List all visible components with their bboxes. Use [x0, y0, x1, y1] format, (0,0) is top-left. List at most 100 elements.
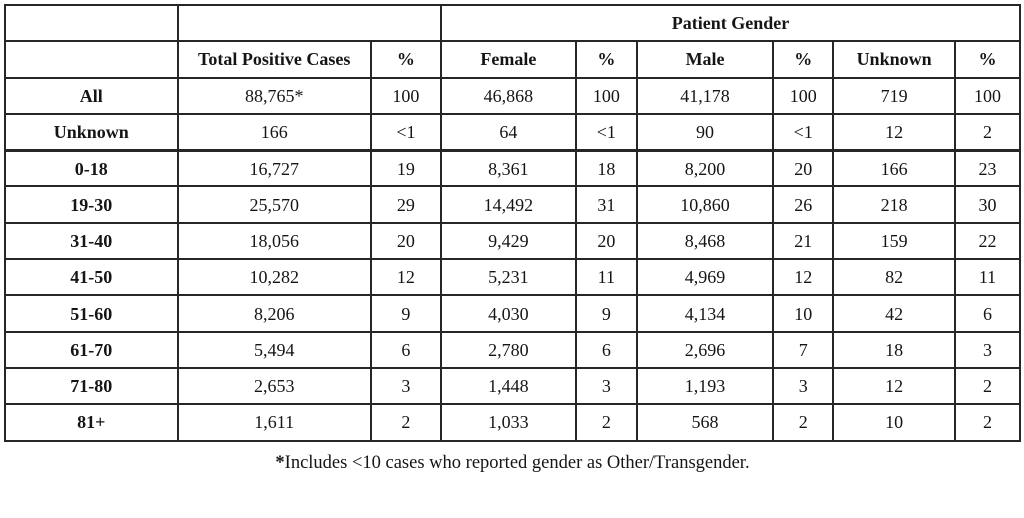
data-cell: 11	[953, 258, 1022, 297]
data-cell: 2	[953, 112, 1022, 152]
data-cell: 25,570	[176, 185, 372, 224]
data-cell: 12	[772, 258, 835, 297]
data-cell: 3	[772, 366, 835, 406]
corner-cell	[4, 3, 179, 43]
data-cell: 10,860	[635, 185, 775, 224]
group-header-row: Patient Gender	[4, 3, 1022, 43]
data-cell: 18,056	[176, 221, 372, 261]
data-cell: <1	[369, 112, 442, 152]
data-cell: 568	[635, 403, 775, 442]
empty-group-cell	[176, 3, 442, 43]
data-cell: 2,696	[635, 330, 775, 369]
column-header-male: Male	[635, 40, 775, 79]
data-cell: 100	[574, 76, 638, 115]
data-cell: 166	[832, 149, 956, 188]
data-cell: <1	[772, 112, 835, 152]
data-cell: <1	[574, 112, 638, 152]
table-row: All 88,765* 100 46,868 100 41,178 100 719 100	[4, 76, 1022, 115]
data-cell: 23	[953, 149, 1022, 188]
row-label: 31-40	[4, 221, 179, 261]
table-row: Unknown 166 <1 64 <1 90 <1 12 2	[4, 112, 1022, 152]
table-row: 71-80 2,653 3 1,448 3 1,193 3 12 2	[4, 366, 1022, 406]
column-header-female: Female	[439, 40, 577, 79]
data-cell: 20	[369, 221, 442, 261]
patient-gender-table: Patient Gender Total Positive Cases % Fe…	[4, 3, 1022, 442]
data-cell: 12	[832, 366, 956, 406]
data-cell: 2	[574, 403, 638, 442]
data-cell: 9	[574, 294, 638, 333]
table-row: 51-60 8,206 9 4,030 9 4,134 10 42 6	[4, 294, 1022, 333]
row-label: 71-80	[4, 366, 179, 406]
footnote-text: Includes <10 cases who reported gender a…	[284, 452, 750, 473]
column-header-unknown: Unknown	[832, 40, 956, 79]
data-cell: 21	[772, 221, 835, 261]
data-cell: 10	[832, 403, 956, 442]
data-cell: 12	[832, 112, 956, 152]
data-cell: 46,868	[439, 76, 577, 115]
column-header-male-percent: %	[772, 40, 835, 79]
data-cell: 719	[832, 76, 956, 115]
data-cell: 10,282	[176, 258, 372, 297]
row-label: 19-30	[4, 185, 179, 224]
table-body: All 88,765* 100 46,868 100 41,178 100 719 100 Unk…	[4, 76, 1022, 442]
data-cell: 2,653	[176, 366, 372, 406]
data-cell: 2	[953, 403, 1022, 442]
data-cell: 11	[574, 258, 638, 297]
data-cell: 8,468	[635, 221, 775, 261]
data-cell: 82	[832, 258, 956, 297]
data-cell: 30	[953, 185, 1022, 224]
data-cell: 1,448	[439, 366, 577, 406]
data-cell: 9	[369, 294, 442, 333]
table-row: 81+ 1,611 2 1,033 2 568 2 10 2	[4, 403, 1022, 442]
data-cell: 9,429	[439, 221, 577, 261]
table-row: 31-40 18,056 20 9,429 20 8,468 21 159 22	[4, 221, 1022, 261]
data-cell: 6	[953, 294, 1022, 333]
data-cell: 2	[772, 403, 835, 442]
data-cell: 41,178	[635, 76, 775, 115]
data-cell: 6	[369, 330, 442, 369]
data-cell: 22	[953, 221, 1022, 261]
data-cell: 42	[832, 294, 956, 333]
row-label: 51-60	[4, 294, 179, 333]
data-cell: 20	[772, 149, 835, 188]
data-cell: 100	[369, 76, 442, 115]
data-cell: 20	[574, 221, 638, 261]
data-cell: 5,494	[176, 330, 372, 369]
data-cell: 31	[574, 185, 638, 224]
data-cell: 4,969	[635, 258, 775, 297]
table-row: 0-18 16,727 19 8,361 18 8,200 20 166 23	[4, 149, 1022, 188]
data-cell: 3	[369, 366, 442, 406]
data-cell: 29	[369, 185, 442, 224]
column-header-row: Total Positive Cases % Female % Male % U…	[4, 40, 1022, 79]
column-header-total-percent: %	[369, 40, 442, 79]
row-label: Unknown	[4, 112, 179, 152]
data-cell: 26	[772, 185, 835, 224]
data-cell: 2	[953, 366, 1022, 406]
data-cell: 16,727	[176, 149, 372, 188]
data-cell: 100	[953, 76, 1022, 115]
data-cell: 64	[439, 112, 577, 152]
data-cell: 5,231	[439, 258, 577, 297]
data-cell: 3	[953, 330, 1022, 369]
data-cell: 4,030	[439, 294, 577, 333]
data-cell: 3	[574, 366, 638, 406]
table-row: 61-70 5,494 6 2,780 6 2,696 7 18 3	[4, 330, 1022, 369]
data-cell: 166	[176, 112, 372, 152]
data-cell: 1,033	[439, 403, 577, 442]
data-cell: 2,780	[439, 330, 577, 369]
data-cell: 8,361	[439, 149, 577, 188]
data-cell: 159	[832, 221, 956, 261]
data-cell: 88,765*	[176, 76, 372, 115]
data-cell: 1,611	[176, 403, 372, 442]
data-cell: 90	[635, 112, 775, 152]
data-cell: 10	[772, 294, 835, 333]
data-cell: 14,492	[439, 185, 577, 224]
data-cell: 8,200	[635, 149, 775, 188]
column-header-age	[4, 40, 179, 79]
data-cell: 4,134	[635, 294, 775, 333]
data-cell: 100	[772, 76, 835, 115]
data-cell: 1,193	[635, 366, 775, 406]
row-label: 0-18	[4, 149, 179, 188]
patient-gender-group-header: Patient Gender	[439, 3, 1022, 43]
